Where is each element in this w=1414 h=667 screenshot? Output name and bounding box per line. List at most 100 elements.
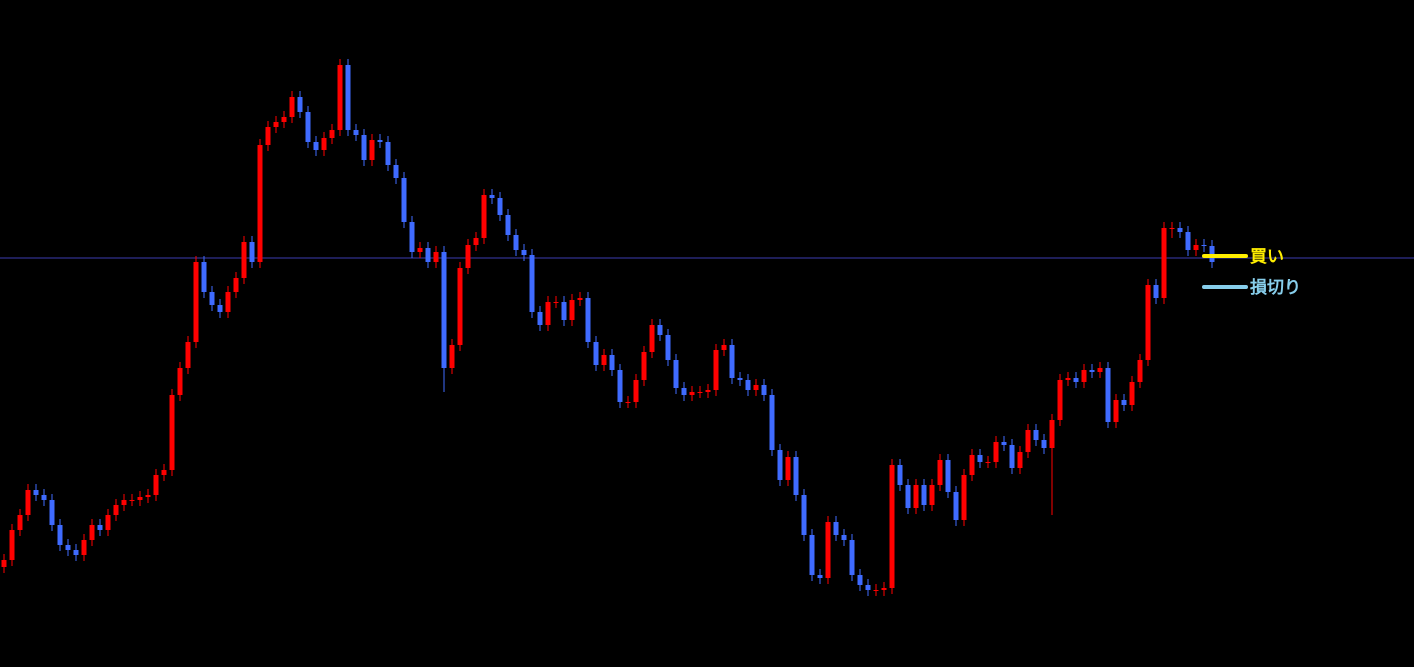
candle-body	[1097, 368, 1103, 372]
candle-body	[1041, 440, 1047, 448]
candle-body	[913, 485, 919, 508]
candle-body	[825, 522, 831, 578]
candle-body	[897, 465, 903, 485]
candle-body	[729, 345, 735, 378]
candle-body	[401, 178, 407, 222]
candle-body	[257, 145, 263, 262]
candle-body	[25, 490, 31, 515]
candle-body	[249, 242, 255, 262]
candle-body	[441, 252, 447, 368]
candle-body	[465, 245, 471, 268]
candle-body	[345, 65, 351, 130]
candle-body	[1193, 245, 1199, 250]
candle-body	[321, 138, 327, 150]
candle-body	[425, 248, 431, 262]
order-label: 買い	[1250, 247, 1284, 267]
candle-body	[753, 385, 759, 390]
candle-body	[697, 392, 703, 393]
candle-body	[241, 242, 247, 278]
candle-body	[481, 195, 487, 238]
candle-body	[601, 355, 607, 365]
candle-body	[529, 255, 535, 312]
candle-body	[33, 490, 39, 495]
candle-body	[857, 575, 863, 585]
candle-body	[801, 495, 807, 535]
candle-body	[993, 442, 999, 462]
candle-body	[681, 388, 687, 395]
candle-body	[537, 312, 543, 325]
candle-body	[137, 497, 143, 500]
candle-body	[1081, 370, 1087, 382]
candle-body	[953, 492, 959, 520]
candle-body	[1177, 228, 1183, 232]
candle-body	[1057, 380, 1063, 420]
candle-body	[281, 117, 287, 122]
candle-body	[369, 140, 375, 160]
candle-body	[1073, 378, 1079, 382]
candle-body	[113, 505, 119, 515]
candle-body	[337, 65, 343, 130]
candle-body	[721, 345, 727, 350]
candle-body	[809, 535, 815, 575]
candle-body	[1153, 285, 1159, 298]
candle-body	[513, 235, 519, 250]
candle-body	[561, 302, 567, 320]
candle-body	[57, 525, 63, 545]
candle-body	[1169, 228, 1175, 229]
candle-body	[377, 140, 383, 142]
candle-body	[881, 588, 887, 590]
candle-body	[833, 522, 839, 535]
candle-body	[649, 325, 655, 352]
candle-body	[129, 500, 135, 501]
candle-body	[625, 402, 631, 403]
candle-body	[929, 485, 935, 505]
candle-body	[193, 262, 199, 342]
candle-body	[329, 130, 335, 138]
candle-body	[217, 305, 223, 312]
candle-body	[361, 135, 367, 160]
candle-body	[873, 590, 879, 591]
candle-body	[1033, 430, 1039, 440]
candle-body	[585, 298, 591, 342]
candle-body	[785, 457, 791, 480]
candle-body	[553, 302, 559, 303]
candle-body	[889, 465, 895, 588]
candle-body	[849, 540, 855, 575]
candle-body	[9, 530, 15, 560]
candle-body	[417, 248, 423, 252]
candle-body	[433, 252, 439, 262]
candle-body	[1105, 368, 1111, 422]
candle-body	[713, 350, 719, 390]
candle-body	[761, 385, 767, 395]
candle-body	[641, 352, 647, 380]
candle-body	[769, 395, 775, 450]
candle-body	[265, 127, 271, 145]
candle-body	[105, 515, 111, 530]
candle-body	[705, 390, 711, 392]
candle-body	[89, 525, 95, 540]
candle-body	[841, 535, 847, 540]
candle-body	[865, 585, 871, 590]
candle-body	[457, 268, 463, 345]
candle-body	[793, 457, 799, 495]
candle-body	[665, 335, 671, 360]
candle-body	[1049, 420, 1055, 448]
candle-body	[97, 525, 103, 530]
candle-body	[905, 485, 911, 508]
candle-body	[273, 122, 279, 127]
order-label: 損切り	[1250, 277, 1301, 298]
candle-body	[1121, 400, 1127, 405]
candle-body	[449, 345, 455, 368]
candle-body	[937, 460, 943, 485]
candle-body	[593, 342, 599, 365]
candle-body	[977, 455, 983, 462]
candle-body	[289, 97, 295, 117]
candle-body	[985, 462, 991, 463]
candle-body	[617, 370, 623, 402]
candle-body	[1113, 400, 1119, 422]
candle-body	[609, 355, 615, 370]
candle-body	[233, 278, 239, 292]
candle-body	[737, 378, 743, 380]
candle-body	[1137, 360, 1143, 382]
